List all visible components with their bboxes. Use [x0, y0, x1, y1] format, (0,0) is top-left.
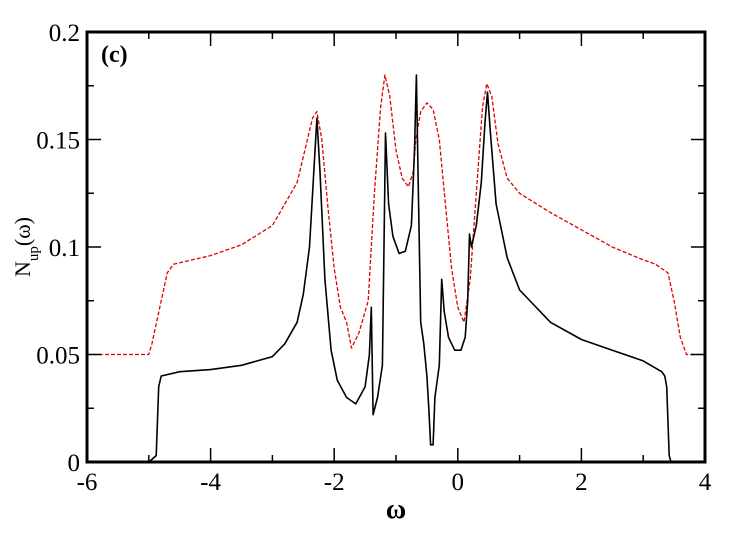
- y-tick-label: 0.05: [36, 343, 80, 370]
- plot-area: [87, 74, 705, 463]
- x-tick-label: 0: [452, 469, 465, 496]
- y-tick-label: 0: [68, 450, 81, 477]
- y-tick-label: 0.2: [49, 20, 80, 47]
- x-tick-label: -2: [324, 469, 345, 496]
- y-axis-label-subscript: up: [26, 246, 42, 261]
- x-tick-labels: -6 -4 -2 0 2 4: [77, 469, 712, 496]
- panel-label: (c): [101, 42, 128, 68]
- x-tick-label: -4: [200, 469, 221, 496]
- x-tick-label: 4: [699, 469, 712, 496]
- tick-marks: [86, 31, 706, 463]
- y-tick-label: 0.1: [49, 235, 80, 262]
- y-axis-label-main: N: [10, 261, 35, 277]
- y-axis-label-tail: (ω): [10, 217, 35, 246]
- y-axis-label: Nup(ω): [10, 217, 42, 277]
- y-tick-label: 0.15: [36, 128, 80, 155]
- x-axis-label: ω: [386, 494, 406, 525]
- series-line-0: [87, 74, 705, 463]
- x-tick-label: 2: [575, 469, 588, 496]
- y-tick-labels: 0 0.05 0.1 0.15 0.2: [36, 20, 80, 477]
- series-line-1: [87, 74, 705, 356]
- x-tick-label: -6: [77, 469, 98, 496]
